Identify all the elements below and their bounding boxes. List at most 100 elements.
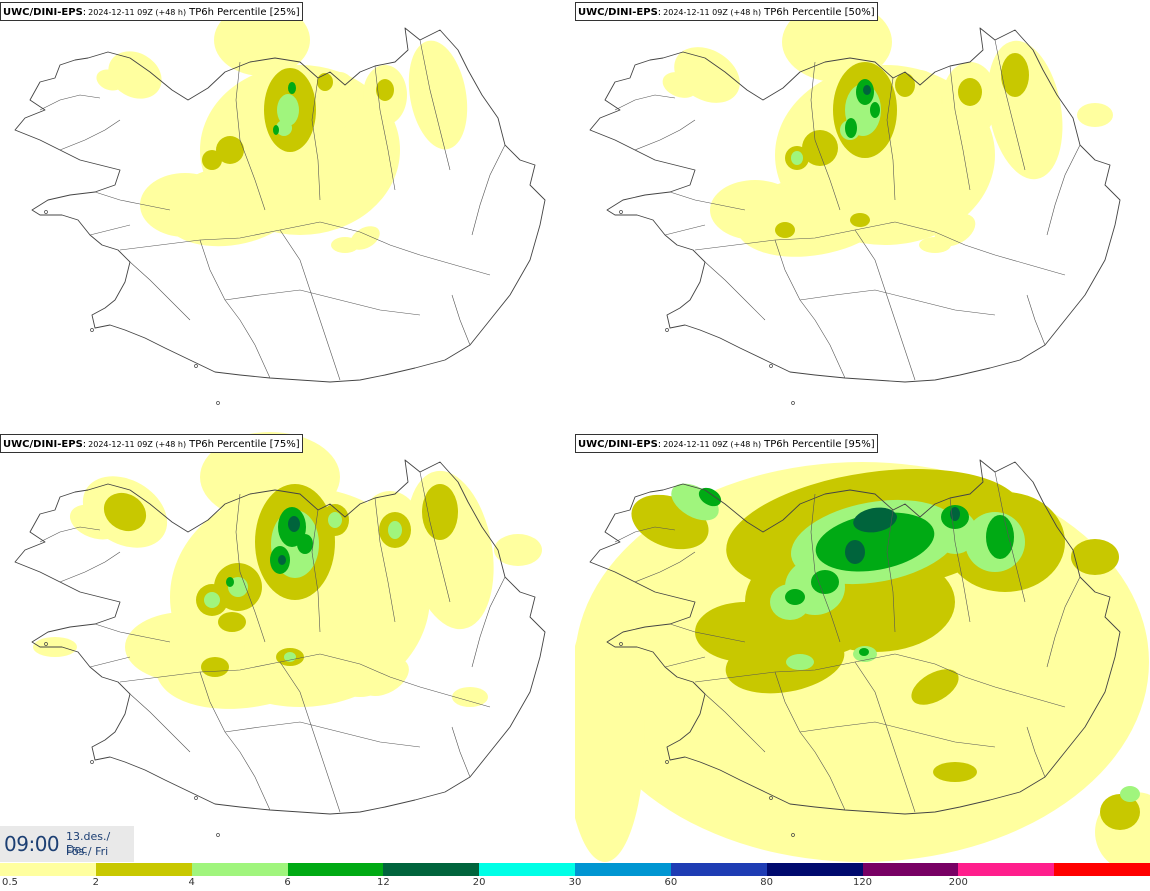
- road-line: [224, 721, 421, 748]
- precip-area: [376, 79, 394, 101]
- island-outline: [216, 401, 220, 405]
- panel-title: UWC/DINI-EPS: 2024-12-11 09Z (+48 h) TP6h …: [0, 434, 303, 453]
- valid-weekday: Fös./ Fri: [66, 845, 109, 858]
- precip-area: [328, 512, 342, 528]
- precip-area: [911, 669, 959, 705]
- island-outline: [44, 642, 48, 646]
- legend-swatch: [1054, 863, 1150, 876]
- parameter-name: TP6h Percentile [95%]: [764, 439, 875, 450]
- island-outline: [665, 760, 669, 764]
- iceland-coastline: [589, 459, 1121, 815]
- road-line: [59, 119, 121, 151]
- island-outline: [665, 328, 669, 332]
- road-line: [694, 653, 896, 683]
- legend-label: 30: [568, 877, 582, 888]
- precip-area: [1077, 103, 1113, 127]
- valid-hour: 09:00: [4, 832, 60, 856]
- legend-swatch: [191, 863, 288, 876]
- legend-swatch: [766, 863, 863, 876]
- map-panel-p50: UWC/DINI-EPS: 2024-12-11 09Z (+48 h) TP6h …: [575, 0, 1150, 432]
- legend-swatch: [958, 863, 1055, 876]
- island-outline: [216, 833, 220, 837]
- precip-area: [695, 602, 795, 662]
- island-outline: [194, 796, 198, 800]
- island-outline: [769, 364, 773, 368]
- coastline-layer: [589, 459, 1121, 837]
- road-line: [634, 119, 696, 151]
- run-time: 2024-12-11 09Z (+48 h): [663, 8, 762, 17]
- map-canvas: [14, 4, 546, 405]
- precip-area: [140, 173, 230, 237]
- precip-area: [96, 69, 124, 91]
- legend-swatch: [575, 863, 672, 876]
- precip-area: [388, 521, 402, 539]
- precip-area: [845, 540, 865, 564]
- iceland-coastline: [589, 27, 1121, 383]
- road-line: [799, 289, 996, 316]
- precip-area: [226, 577, 234, 587]
- road-line: [669, 623, 746, 643]
- road-line: [1046, 576, 1081, 668]
- road-line: [451, 294, 471, 346]
- valid-date: 13.des./ Dec: [66, 830, 111, 856]
- road-line: [419, 471, 451, 603]
- legend-swatch: [95, 863, 193, 876]
- precip-area: [218, 612, 246, 632]
- run-time: 2024-12-11 09Z (+48 h): [88, 440, 187, 449]
- island-outline: [769, 796, 773, 800]
- road-line: [614, 526, 676, 543]
- precip-area: [1001, 53, 1029, 97]
- road-line: [94, 623, 171, 643]
- road-line: [994, 39, 1026, 171]
- precip-area: [934, 213, 976, 247]
- panel-title: UWC/DINI-EPS: 2024-12-11 09Z (+48 h) TP6h …: [575, 434, 878, 453]
- road-line: [894, 221, 1066, 276]
- model-name: UWC/DINI-EPS: [578, 439, 658, 450]
- road-line: [471, 576, 506, 668]
- road-line: [1026, 294, 1046, 346]
- island-outline: [791, 833, 795, 837]
- road-line: [854, 661, 916, 813]
- precip-area: [870, 102, 880, 118]
- precip-area: [422, 484, 458, 540]
- road-line: [199, 671, 271, 811]
- road-line: [419, 39, 451, 171]
- road-line: [894, 653, 1066, 708]
- legend-swatch: [383, 863, 480, 876]
- color-scale-legend: 0.5 2 4 6 12 20 30 60 80 120 200: [0, 863, 1150, 891]
- legend-label: 4: [188, 877, 195, 888]
- panel-title: UWC/DINI-EPS: 2024-12-11 09Z (+48 h) TP6h …: [0, 2, 303, 21]
- run-time: 2024-12-11 09Z (+48 h): [88, 8, 187, 17]
- precip-area: [850, 213, 870, 227]
- precip-area: [494, 534, 542, 566]
- model-name: UWC/DINI-EPS: [578, 7, 658, 18]
- coastline-layer: [589, 27, 1121, 405]
- iceland-coastline: [14, 27, 546, 383]
- precip-area: [786, 654, 814, 670]
- legend-swatch: [287, 863, 384, 876]
- island-outline: [619, 210, 623, 214]
- legend-label: 0.5: [2, 877, 18, 888]
- road-line: [886, 77, 896, 201]
- precip-area: [863, 85, 871, 95]
- road-line: [664, 656, 706, 668]
- road-line: [949, 497, 971, 623]
- precip-area: [802, 130, 838, 166]
- precip-area: [662, 72, 698, 98]
- road-line: [994, 471, 1026, 603]
- map-canvas: [589, 2, 1121, 405]
- precip-area: [791, 151, 803, 165]
- legend-swatch: [670, 863, 768, 876]
- road-line: [664, 224, 706, 236]
- precip-area: [273, 125, 279, 135]
- road-line: [319, 653, 491, 708]
- legend-label: 20: [472, 877, 486, 888]
- road-line: [311, 77, 321, 201]
- precip-area: [775, 222, 795, 238]
- valid-time-box: 09:00 13.des./ Dec Fös./ Fri: [0, 826, 134, 862]
- precipitation-layer: [662, 2, 1113, 257]
- precip-area: [297, 534, 313, 554]
- road-line: [129, 261, 191, 321]
- precip-area: [201, 657, 229, 677]
- model-name: UWC/DINI-EPS: [3, 439, 83, 450]
